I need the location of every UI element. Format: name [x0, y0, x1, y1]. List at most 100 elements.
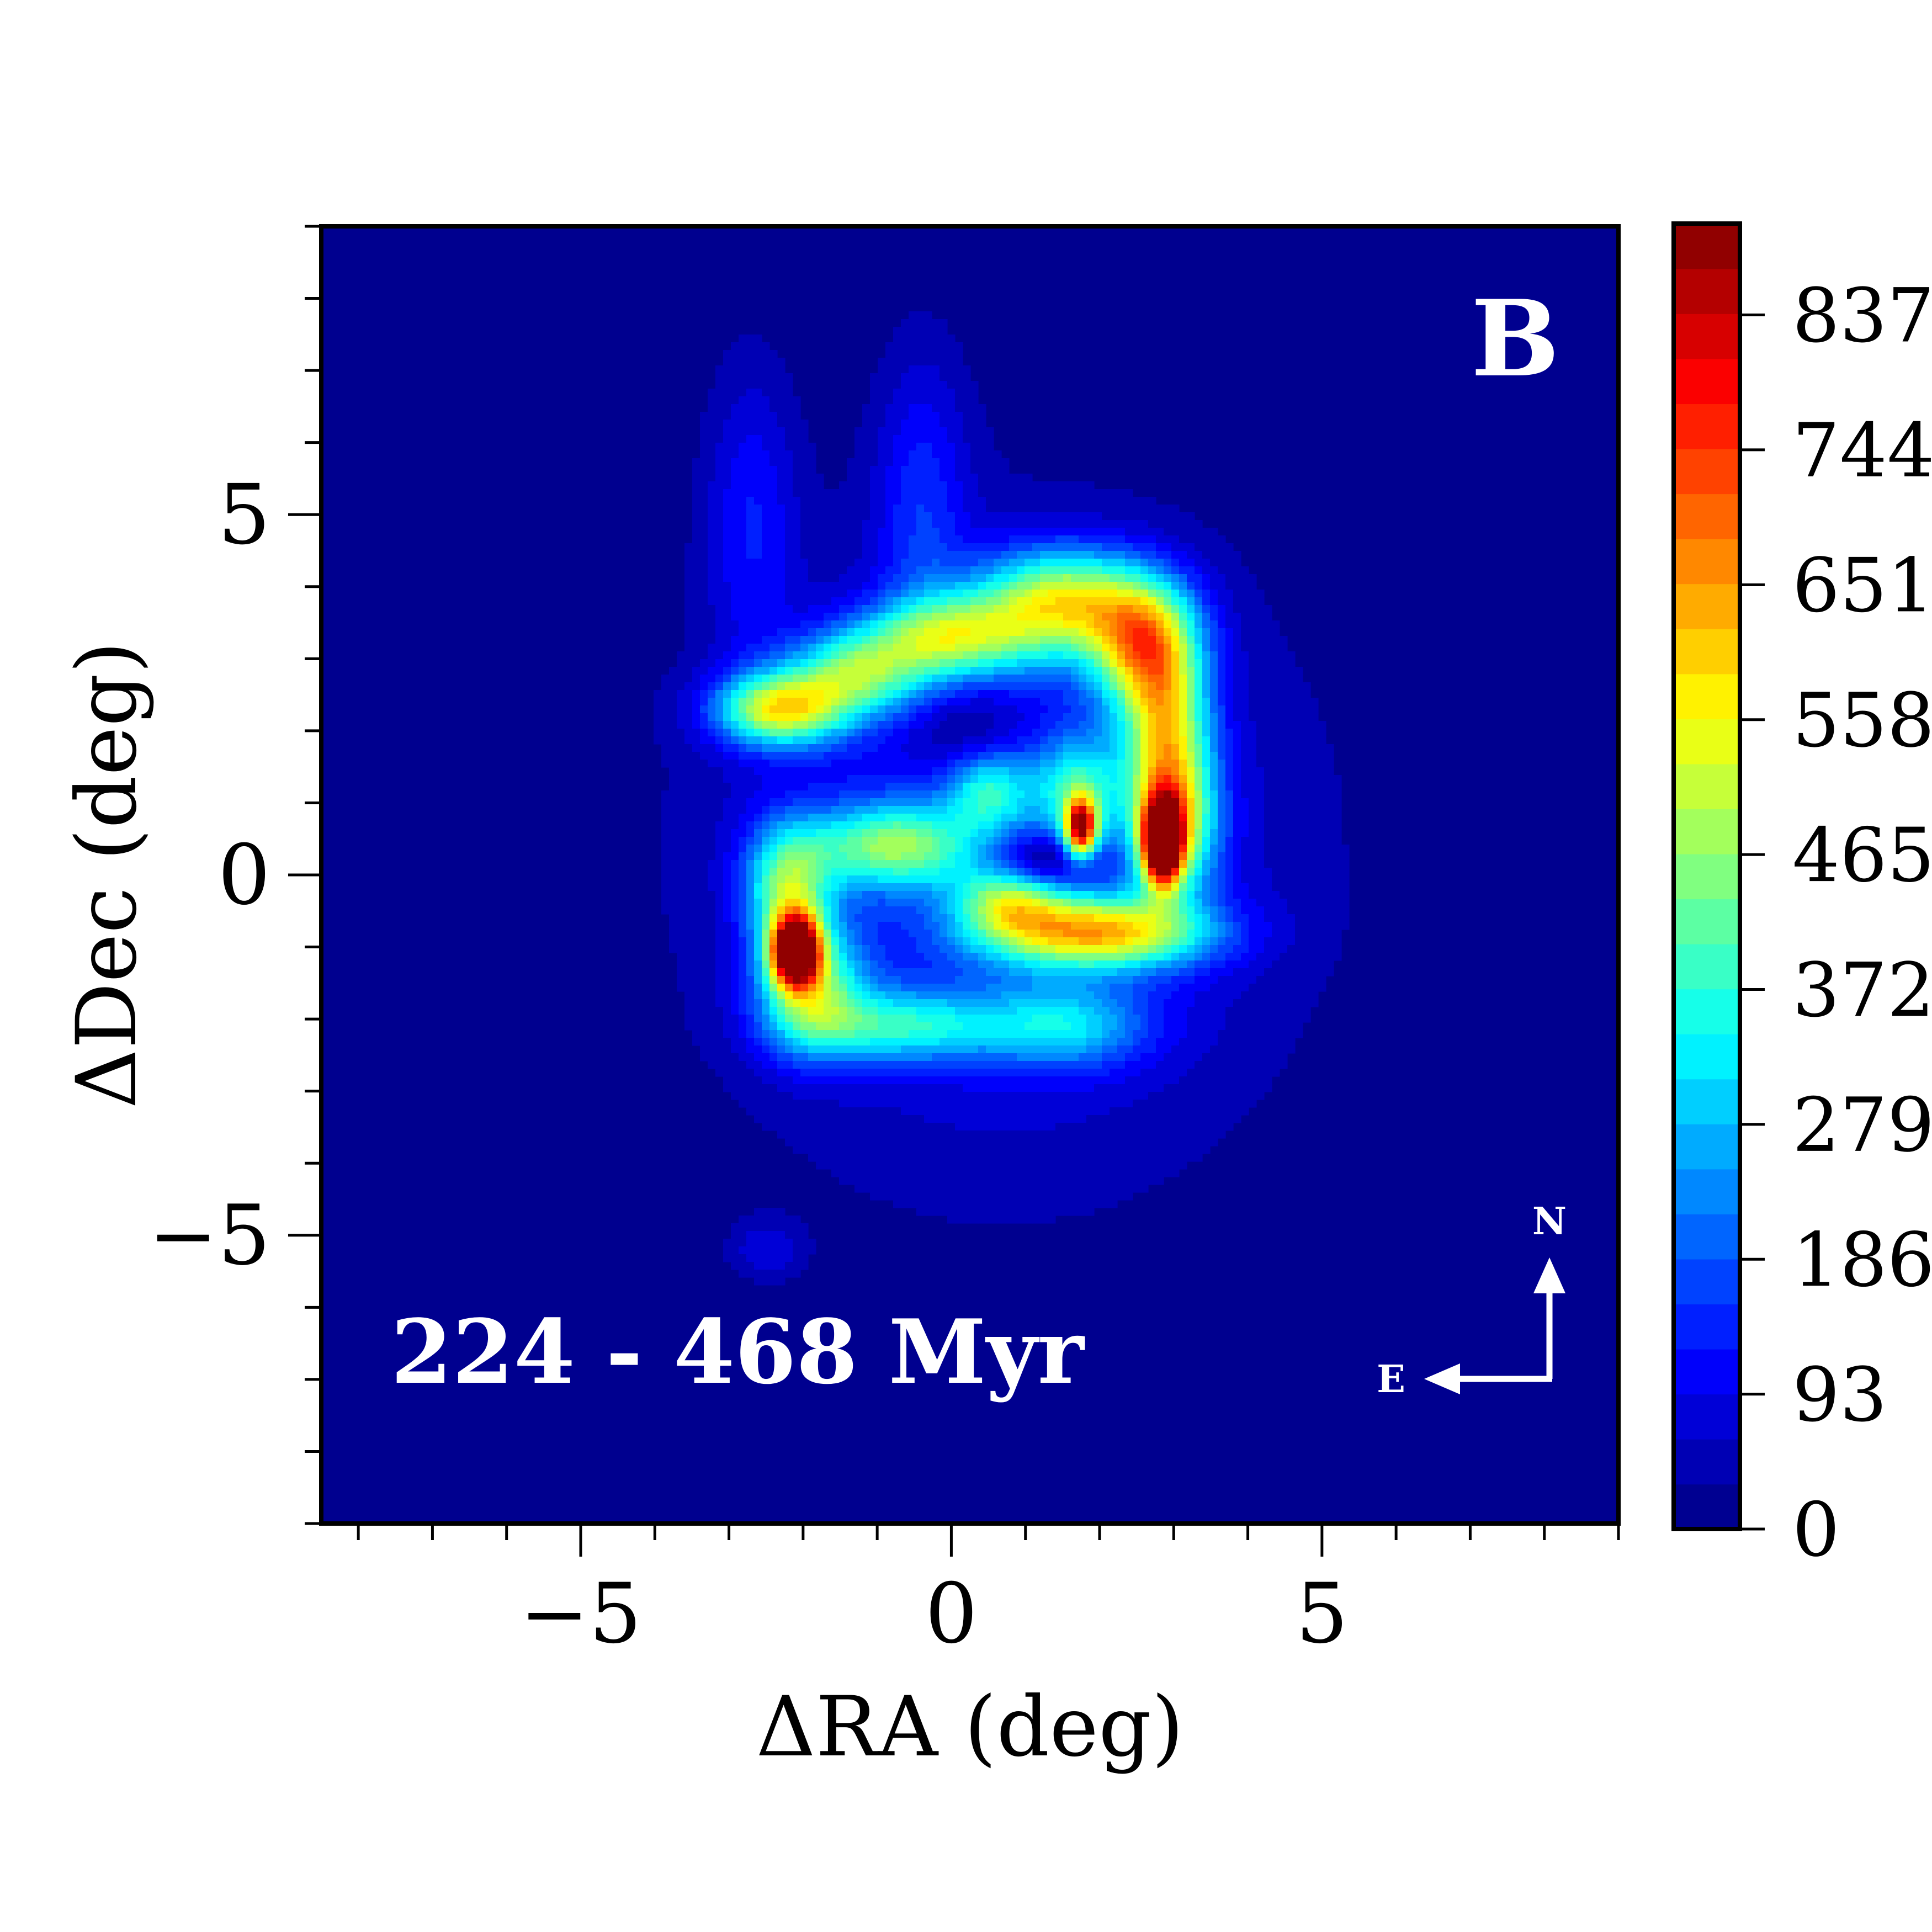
heatmap-cell	[932, 659, 940, 667]
heatmap-cell	[994, 512, 1002, 521]
heatmap-cell	[1264, 775, 1272, 783]
heatmap-cell	[1326, 821, 1334, 830]
heatmap-cell	[1140, 698, 1149, 706]
heatmap-cell	[800, 443, 809, 451]
heatmap-cell	[940, 845, 948, 853]
heatmap-cell	[731, 667, 739, 675]
heatmap-cell	[854, 466, 863, 474]
heatmap-cell	[955, 443, 963, 451]
heatmap-cell	[1202, 845, 1211, 853]
heatmap-cell	[986, 752, 994, 760]
heatmap-cell	[1017, 744, 1025, 752]
heatmap-cell	[708, 520, 716, 528]
heatmap-cell	[831, 682, 840, 691]
heatmap-cell	[785, 559, 793, 567]
heatmap-cell	[754, 412, 762, 420]
heatmap-cell	[909, 505, 917, 513]
heatmap-cell	[1063, 721, 1071, 729]
heatmap-cell	[901, 597, 909, 606]
heatmap-cell	[1218, 760, 1226, 768]
heatmap-cell	[901, 806, 909, 814]
heatmap-cell	[1032, 690, 1041, 698]
heatmap-cell	[746, 582, 755, 590]
heatmap-cell	[1233, 752, 1241, 760]
heatmap-cell	[1079, 814, 1087, 822]
heatmap-cell	[1148, 512, 1156, 521]
heatmap-cell	[1202, 829, 1211, 837]
heatmap-cell	[1025, 613, 1033, 621]
heatmap-cell	[739, 412, 747, 420]
heatmap-cell	[909, 365, 917, 374]
heatmap-cell	[1156, 721, 1164, 729]
heatmap-cell	[978, 899, 986, 907]
heatmap-cell	[739, 535, 747, 544]
heatmap-cell	[1133, 543, 1141, 551]
heatmap-cell	[986, 821, 994, 830]
heatmap-cell	[1218, 659, 1226, 667]
heatmap-cell	[885, 520, 894, 528]
heatmap-cell	[754, 760, 762, 768]
heatmap-cell	[723, 574, 731, 582]
heatmap-cell	[1156, 752, 1164, 760]
heatmap-cell	[909, 535, 917, 544]
heatmap-cell	[692, 528, 700, 536]
heatmap-cell	[1295, 760, 1303, 768]
heatmap-cell	[862, 729, 871, 737]
heatmap-cell	[1310, 829, 1319, 837]
heatmap-cell	[700, 675, 708, 683]
heatmap-cell	[769, 744, 778, 752]
heatmap-cell	[1032, 721, 1041, 729]
heatmap-cell	[870, 605, 878, 613]
heatmap-cell	[1264, 899, 1272, 907]
heatmap-cell	[1202, 729, 1211, 737]
heatmap-cell	[731, 868, 739, 876]
heatmap-cell	[854, 644, 863, 652]
heatmap-cell	[909, 443, 917, 451]
heatmap-cell	[1202, 806, 1211, 814]
heatmap-cell	[769, 574, 778, 582]
heatmap-cell	[940, 713, 948, 721]
heatmap-cell	[723, 682, 731, 691]
heatmap-cell	[1032, 891, 1041, 899]
heatmap-cell	[947, 350, 956, 358]
heatmap-cell	[739, 574, 747, 582]
heatmap-cell	[1303, 760, 1311, 768]
heatmap-cell	[785, 698, 793, 706]
heatmap-cell	[1040, 675, 1048, 683]
heatmap-cell	[793, 512, 801, 521]
heatmap-cell	[669, 760, 677, 768]
heatmap-cell	[1187, 659, 1195, 667]
heatmap-cell	[708, 659, 716, 667]
heatmap-cell	[1241, 659, 1249, 667]
heatmap-cell	[909, 373, 917, 381]
heatmap-cell	[731, 752, 739, 760]
heatmap-cell	[1001, 775, 1010, 783]
heatmap-cell	[1071, 644, 1079, 652]
heatmap-cell	[1156, 620, 1164, 629]
heatmap-cell	[1179, 775, 1187, 783]
heatmap-cell	[847, 852, 855, 861]
heatmap-cell	[885, 814, 894, 822]
heatmap-cell	[739, 350, 747, 358]
heatmap-cell	[1125, 489, 1133, 497]
heatmap-cell	[1310, 899, 1319, 907]
heatmap-cell	[1032, 752, 1041, 760]
heatmap-cell	[692, 883, 700, 891]
heatmap-cell	[816, 613, 824, 621]
heatmap-cell	[746, 721, 755, 729]
heatmap-cell	[924, 574, 932, 582]
heatmap-cell	[739, 775, 747, 783]
heatmap-cell	[708, 682, 716, 691]
heatmap-cell	[684, 875, 693, 884]
heatmap-cell	[909, 350, 917, 358]
heatmap-cell	[1179, 860, 1187, 868]
heatmap-cell	[1264, 682, 1272, 691]
heatmap-cell	[870, 806, 878, 814]
heatmap-cell	[847, 505, 855, 513]
heatmap-cell	[831, 489, 840, 497]
heatmap-cell	[978, 667, 986, 675]
heatmap-cell	[1264, 651, 1272, 660]
heatmap-cell	[901, 752, 909, 760]
heatmap-cell	[669, 736, 677, 745]
heatmap-cell	[1110, 705, 1118, 714]
